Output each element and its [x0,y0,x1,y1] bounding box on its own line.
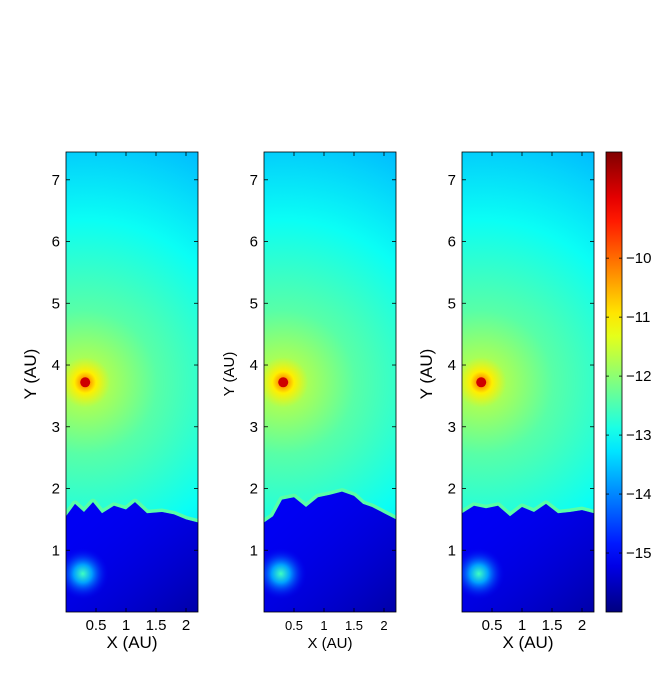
x-tick-label: 2 [380,618,387,633]
y-tick-label: 6 [52,234,60,251]
hot-spot-core [476,377,487,388]
x-axis-label: X (AU) [107,633,158,652]
y-tick-label: 1 [52,542,60,559]
y-tick-label: 4 [52,357,60,374]
y-tick-label: 7 [448,172,456,189]
colorbar-tick-label: −10 [626,250,651,267]
axes-frame [65,151,199,613]
panel-2: 1 2 3 4 5 6 7 0.5 1 1.5 2 X (AU) Y (AU) [221,151,397,652]
y-tick-label: 5 [250,295,258,312]
y-tick-label: 2 [250,481,258,498]
x-tick-label: 2 [182,617,190,634]
y-tick-label: 5 [448,295,456,312]
y-tick-label: 6 [448,234,456,251]
x-tick-label: 1 [518,617,526,634]
y-tick-label: 1 [250,542,258,559]
colorbar-tick-label: −12 [626,368,651,385]
panel-3: 1 2 3 4 5 6 7 0.5 1 1.5 2 X (AU) Y (AU) [417,151,595,652]
heatmap-field [66,152,198,612]
hot-spot-core [80,377,91,388]
y-tick-label: 7 [250,172,258,189]
cool-spot [264,547,307,600]
colorbar-gradient [606,152,622,612]
y-tick-label: 4 [448,357,456,374]
x-tick-label: 0.5 [86,617,107,634]
y-tick-label: 3 [52,419,60,436]
colorbar-tick-label: −13 [626,427,651,444]
colorbar: −10 −11 −12 −13 −14 −15 [605,151,651,613]
x-tick-label: 1 [122,617,130,634]
y-tick-label: 3 [448,419,456,436]
cool-spot [66,547,109,600]
y-tick-label: 1 [448,542,456,559]
y-axis-label: Y (AU) [21,349,40,400]
heatmap-field [462,152,594,612]
colorbar-tick-label: −14 [626,486,651,503]
colorbar-tick-label: −11 [626,309,650,326]
y-tick-label: 5 [52,295,60,312]
axes-frame [461,151,595,613]
heatmap-field [264,152,396,612]
x-tick-label: 1.5 [542,617,563,634]
x-tick-label: 1.5 [345,618,363,633]
y-tick-label: 3 [250,419,258,436]
y-tick-label: 2 [448,481,456,498]
y-axis-label: Y (AU) [221,352,238,397]
x-axis-label: X (AU) [503,633,554,652]
x-tick-label: 1.5 [146,617,167,634]
y-axis-label: Y (AU) [417,349,436,400]
y-tick-label: 2 [52,481,60,498]
colorbar-frame [605,151,623,613]
x-axis-label: X (AU) [308,635,353,652]
x-tick-label: 0.5 [285,618,303,633]
panel-1: 1 2 3 4 5 6 7 0.5 1 1.5 2 X (AU) Y (AU) [21,151,199,652]
y-tick-label: 4 [250,357,258,374]
x-tick-label: 2 [578,617,586,634]
cool-spot [462,547,505,600]
hot-spot-core [278,377,289,388]
x-tick-label: 1 [320,618,327,633]
panels-group: 1 2 3 4 5 6 7 0.5 1 1.5 2 X (AU) Y (AU) 1 2 3 4 5 6 7 0.5 1 1.… [21,151,595,652]
x-tick-label: 0.5 [482,617,503,634]
y-tick-label: 7 [52,172,60,189]
y-tick-label: 6 [250,234,258,251]
axes-frame [263,151,397,613]
colorbar-tick-label: −15 [626,545,651,562]
